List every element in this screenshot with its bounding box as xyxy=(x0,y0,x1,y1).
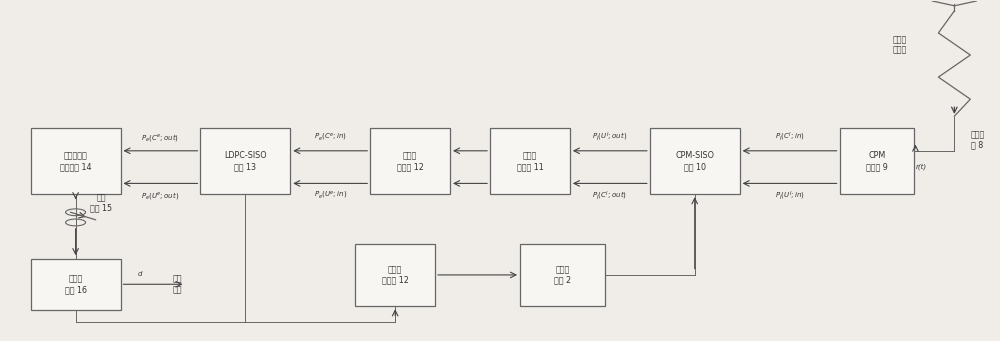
Text: 符号改变率
判断模块 14: 符号改变率 判断模块 14 xyxy=(60,151,91,171)
Text: $P_I(C^I;in)$: $P_I(C^I;in)$ xyxy=(775,131,805,143)
Text: 随机交
织器 2: 随机交 织器 2 xyxy=(554,265,571,285)
Text: CPM-SISO
模块 10: CPM-SISO 模块 10 xyxy=(675,151,714,171)
Text: 接收天
线 8: 接收天 线 8 xyxy=(970,130,984,150)
Text: 加权处
理模块 12: 加权处 理模块 12 xyxy=(382,265,409,285)
Text: 开关
电路 15: 开关 电路 15 xyxy=(90,193,113,212)
Text: $d$: $d$ xyxy=(137,269,144,278)
Text: $P_e(U^e;out)$: $P_e(U^e;out)$ xyxy=(141,190,180,201)
Text: 瑞利衰
落信道: 瑞利衰 落信道 xyxy=(892,35,907,55)
FancyBboxPatch shape xyxy=(490,128,570,194)
Text: 判决
输出: 判决 输出 xyxy=(172,275,182,294)
Text: 加权处
理模块 12: 加权处 理模块 12 xyxy=(397,151,424,171)
Text: 比特判
决器 16: 比特判 决器 16 xyxy=(65,275,87,294)
FancyBboxPatch shape xyxy=(355,243,435,306)
Text: $P_I(C^I;out)$: $P_I(C^I;out)$ xyxy=(592,190,627,203)
FancyBboxPatch shape xyxy=(200,128,290,194)
FancyBboxPatch shape xyxy=(520,243,605,306)
FancyBboxPatch shape xyxy=(840,128,914,194)
Text: $P_e(C^e;out)$: $P_e(C^e;out)$ xyxy=(141,132,180,143)
Text: LDPC-SISO
模块 13: LDPC-SISO 模块 13 xyxy=(224,151,267,171)
Text: $P_e(U^e;in)$: $P_e(U^e;in)$ xyxy=(314,190,347,201)
Text: $P_I(U^I;in)$: $P_I(U^I;in)$ xyxy=(775,190,805,203)
FancyBboxPatch shape xyxy=(31,259,121,310)
FancyBboxPatch shape xyxy=(370,128,450,194)
Text: 解随机
交织器 11: 解随机 交织器 11 xyxy=(517,151,543,171)
Text: $P_I(U^I;out)$: $P_I(U^I;out)$ xyxy=(592,131,627,143)
FancyBboxPatch shape xyxy=(650,128,740,194)
FancyBboxPatch shape xyxy=(31,128,121,194)
Text: $P_e(C^e;in)$: $P_e(C^e;in)$ xyxy=(314,132,347,143)
Text: r(t): r(t) xyxy=(916,164,927,170)
Text: CPM
解调器 9: CPM 解调器 9 xyxy=(866,151,888,171)
